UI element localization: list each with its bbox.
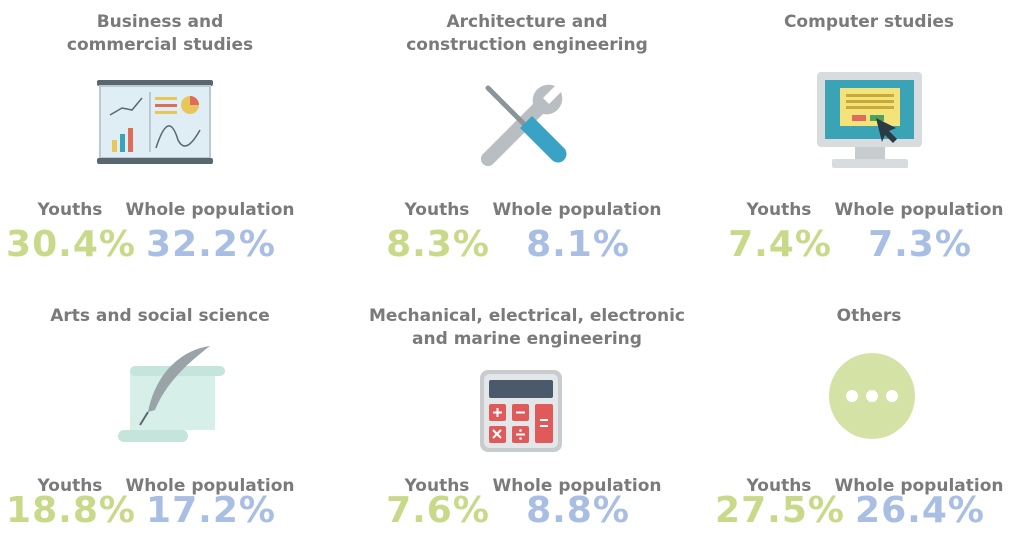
population-value: 8.1%: [526, 224, 630, 265]
youths-label: Youths: [746, 476, 812, 496]
youths-value: 30.4%: [6, 224, 136, 265]
population-label: Whole population: [126, 476, 295, 496]
population-label: Whole population: [126, 200, 295, 220]
youths-label: Youths: [746, 200, 812, 220]
section-title: Others: [837, 306, 902, 326]
population-value: 8.8%: [526, 490, 630, 531]
section-title: Arts and social science: [50, 306, 270, 326]
calculator-icon: [480, 370, 562, 452]
youths-value: 8.3%: [386, 224, 490, 265]
tools-icon: [480, 84, 567, 167]
population-label: Whole population: [493, 476, 662, 496]
population-value: 26.4%: [855, 490, 985, 531]
youths-label: Youths: [37, 200, 103, 220]
section-title: Mechanical, electrical, electronic: [369, 306, 685, 326]
population-value: 7.3%: [868, 224, 972, 265]
board-icon: [97, 80, 213, 164]
youths-value: 7.6%: [386, 490, 490, 531]
youths-label: Youths: [37, 476, 103, 496]
others-icon: [829, 353, 915, 439]
youths-value: 7.4%: [728, 224, 832, 265]
population-label: Whole population: [835, 476, 1004, 496]
monitor-icon: [817, 72, 922, 168]
population-label: Whole population: [493, 200, 662, 220]
section-title: Architecture and: [446, 12, 607, 32]
youths-label: Youths: [404, 200, 470, 220]
section-title: Business and: [97, 12, 224, 32]
population-value: 32.2%: [146, 224, 276, 265]
scroll-icon: [118, 346, 225, 442]
population-value: 17.2%: [146, 490, 276, 531]
youths-value: 18.8%: [6, 490, 136, 531]
youths-value: 27.5%: [715, 490, 845, 531]
youths-label: Youths: [404, 476, 470, 496]
section-title: Computer studies: [784, 12, 954, 32]
section-title: commercial studies: [67, 35, 253, 55]
section-title: construction engineering: [406, 35, 648, 55]
population-label: Whole population: [835, 200, 1004, 220]
section-title: and marine engineering: [412, 329, 642, 349]
